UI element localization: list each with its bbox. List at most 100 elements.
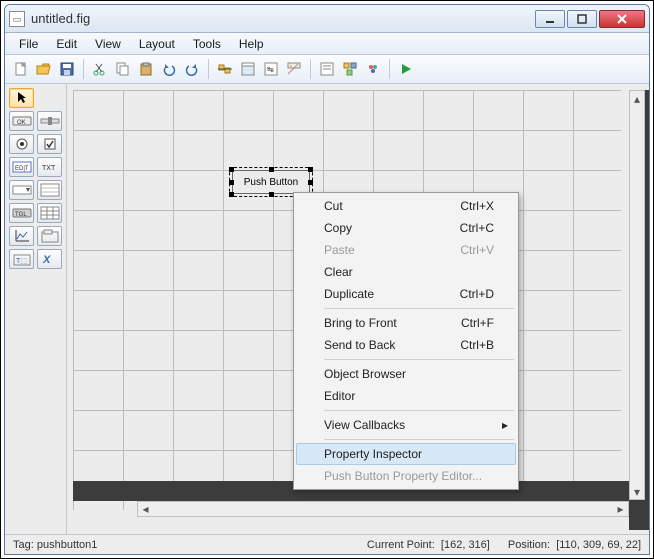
- resize-handle[interactable]: [269, 192, 274, 197]
- ctx-cut-shortcut: Ctrl+X: [460, 199, 494, 213]
- toolbar-separator: [83, 59, 84, 79]
- ctx-clear-label: Clear: [324, 265, 353, 279]
- resize-handle[interactable]: [308, 167, 313, 172]
- ctx-view-callbacks[interactable]: View Callbacks▸: [296, 414, 516, 436]
- svg-text:T⬚: T⬚: [16, 258, 27, 265]
- toolbar-editor-icon[interactable]: [284, 59, 304, 79]
- edit-text-tool-icon[interactable]: ED|T: [9, 157, 34, 177]
- titlebar[interactable]: ▭ untitled.fig: [5, 5, 649, 33]
- status-position: Position: [110, 309, 69, 22]: [508, 539, 641, 551]
- menu-editor-icon[interactable]: [238, 59, 258, 79]
- scroll-left-icon[interactable]: ◂: [138, 502, 153, 516]
- editor-icon[interactable]: [317, 59, 337, 79]
- maximize-button[interactable]: [567, 10, 597, 28]
- toolbar-separator: [208, 59, 209, 79]
- checkbox-tool-icon[interactable]: [37, 134, 62, 154]
- ctx-bring-to-front[interactable]: Bring to FrontCtrl+F: [296, 312, 516, 334]
- ctx-separator: [324, 359, 514, 360]
- ctx-cut-label: Cut: [324, 199, 343, 213]
- save-icon[interactable]: [57, 59, 77, 79]
- ctx-copy[interactable]: CopyCtrl+C: [296, 217, 516, 239]
- menu-edit[interactable]: Edit: [48, 35, 85, 53]
- window-buttons: [533, 10, 645, 28]
- scroll-up-icon[interactable]: ▴: [630, 91, 644, 106]
- resize-handle[interactable]: [308, 180, 313, 185]
- radio-button-tool-icon[interactable]: [9, 134, 34, 154]
- cut-icon[interactable]: [90, 59, 110, 79]
- static-text-tool-icon[interactable]: TXT: [37, 157, 62, 177]
- ctx-editor-label: Editor: [324, 389, 355, 403]
- activex-tool-icon[interactable]: X: [37, 249, 62, 269]
- redo-icon[interactable]: [182, 59, 202, 79]
- ctx-dup-label: Duplicate: [324, 287, 374, 301]
- button-group-tool-icon[interactable]: T⬚: [9, 249, 34, 269]
- scroll-v-track[interactable]: [630, 106, 644, 484]
- resize-handle[interactable]: [229, 180, 234, 185]
- resize-handle[interactable]: [269, 167, 274, 172]
- svg-text:TGL: TGL: [15, 212, 27, 218]
- menu-layout[interactable]: Layout: [131, 35, 183, 53]
- work-area: OK ED|T TXT TGL: [5, 84, 649, 534]
- scroll-right-icon[interactable]: ▸: [613, 502, 628, 516]
- menubar: File Edit View Layout Tools Help: [5, 33, 649, 55]
- resize-handle[interactable]: [229, 167, 234, 172]
- horizontal-scrollbar[interactable]: ◂ ▸: [137, 501, 629, 517]
- menu-file[interactable]: File: [11, 35, 46, 53]
- svg-text:OK: OK: [17, 120, 26, 126]
- push-button-component[interactable]: Push Button: [232, 170, 310, 194]
- status-tag-value: pushbutton1: [37, 539, 98, 551]
- toolbar: ↹: [5, 55, 649, 84]
- ctx-propinsp-label: Property Inspector: [324, 447, 422, 461]
- new-file-icon[interactable]: [11, 59, 31, 79]
- toggle-button-tool-icon[interactable]: TGL: [9, 203, 34, 223]
- tab-order-icon[interactable]: ↹: [261, 59, 281, 79]
- resize-handle[interactable]: [229, 192, 234, 197]
- ctx-duplicate[interactable]: DuplicateCtrl+D: [296, 283, 516, 305]
- svg-text:TXT: TXT: [42, 165, 56, 172]
- status-pos-value: [110, 309, 69, 22]: [556, 539, 641, 551]
- axes-tool-icon[interactable]: [9, 226, 34, 246]
- menu-help[interactable]: Help: [231, 35, 272, 53]
- ctx-objbr-label: Object Browser: [324, 367, 406, 381]
- status-tag-label: Tag:: [13, 539, 34, 551]
- status-pos-label: Position:: [508, 539, 550, 551]
- app-icon: ▭: [9, 11, 25, 27]
- ctx-clear[interactable]: Clear: [296, 261, 516, 283]
- undo-icon[interactable]: [159, 59, 179, 79]
- ctx-back-shortcut: Ctrl+B: [460, 338, 494, 352]
- panel-tool-icon[interactable]: [37, 226, 62, 246]
- ctx-paste-label: Paste: [324, 243, 355, 257]
- scroll-down-icon[interactable]: ▾: [630, 484, 644, 499]
- close-button[interactable]: [599, 10, 645, 28]
- menu-view[interactable]: View: [87, 35, 129, 53]
- ctx-cut[interactable]: Cut Ctrl+X: [296, 195, 516, 217]
- ctx-object-browser[interactable]: Object Browser: [296, 363, 516, 385]
- object-browser-icon[interactable]: [340, 59, 360, 79]
- menu-tools[interactable]: Tools: [185, 35, 229, 53]
- table-tool-icon[interactable]: [37, 203, 62, 223]
- status-current-point: Current Point: [162, 316]: [367, 539, 490, 551]
- canvas[interactable]: Push Button CutCtrl+X CopyCtrl+C PasteCt…: [67, 84, 649, 534]
- minimize-button[interactable]: [535, 10, 565, 28]
- ctx-editor[interactable]: Editor: [296, 385, 516, 407]
- run-icon[interactable]: [396, 59, 416, 79]
- property-inspector-icon[interactable]: [363, 59, 383, 79]
- vertical-scrollbar[interactable]: ▴ ▾: [629, 90, 645, 500]
- copy-icon[interactable]: [113, 59, 133, 79]
- listbox-tool-icon[interactable]: [37, 180, 62, 200]
- ctx-send-to-back[interactable]: Send to Back Ctrl+B: [296, 334, 516, 356]
- paste-icon[interactable]: [136, 59, 156, 79]
- ctx-paste: PasteCtrl+V: [296, 239, 516, 261]
- ctx-copy-label: Copy: [324, 221, 352, 235]
- align-icon[interactable]: [215, 59, 235, 79]
- slider-tool-icon[interactable]: [37, 111, 62, 131]
- push-button-label: Push Button: [244, 177, 298, 188]
- popup-menu-tool-icon[interactable]: [9, 180, 34, 200]
- ctx-property-inspector[interactable]: Property Inspector: [296, 443, 516, 465]
- open-file-icon[interactable]: [34, 59, 54, 79]
- push-button-tool-icon[interactable]: OK: [9, 111, 34, 131]
- window-title: untitled.fig: [31, 11, 533, 26]
- ctx-back-label: Send to Back: [324, 338, 395, 352]
- ctx-callbacks-label: View Callbacks: [324, 418, 405, 432]
- select-tool-icon[interactable]: [9, 88, 34, 108]
